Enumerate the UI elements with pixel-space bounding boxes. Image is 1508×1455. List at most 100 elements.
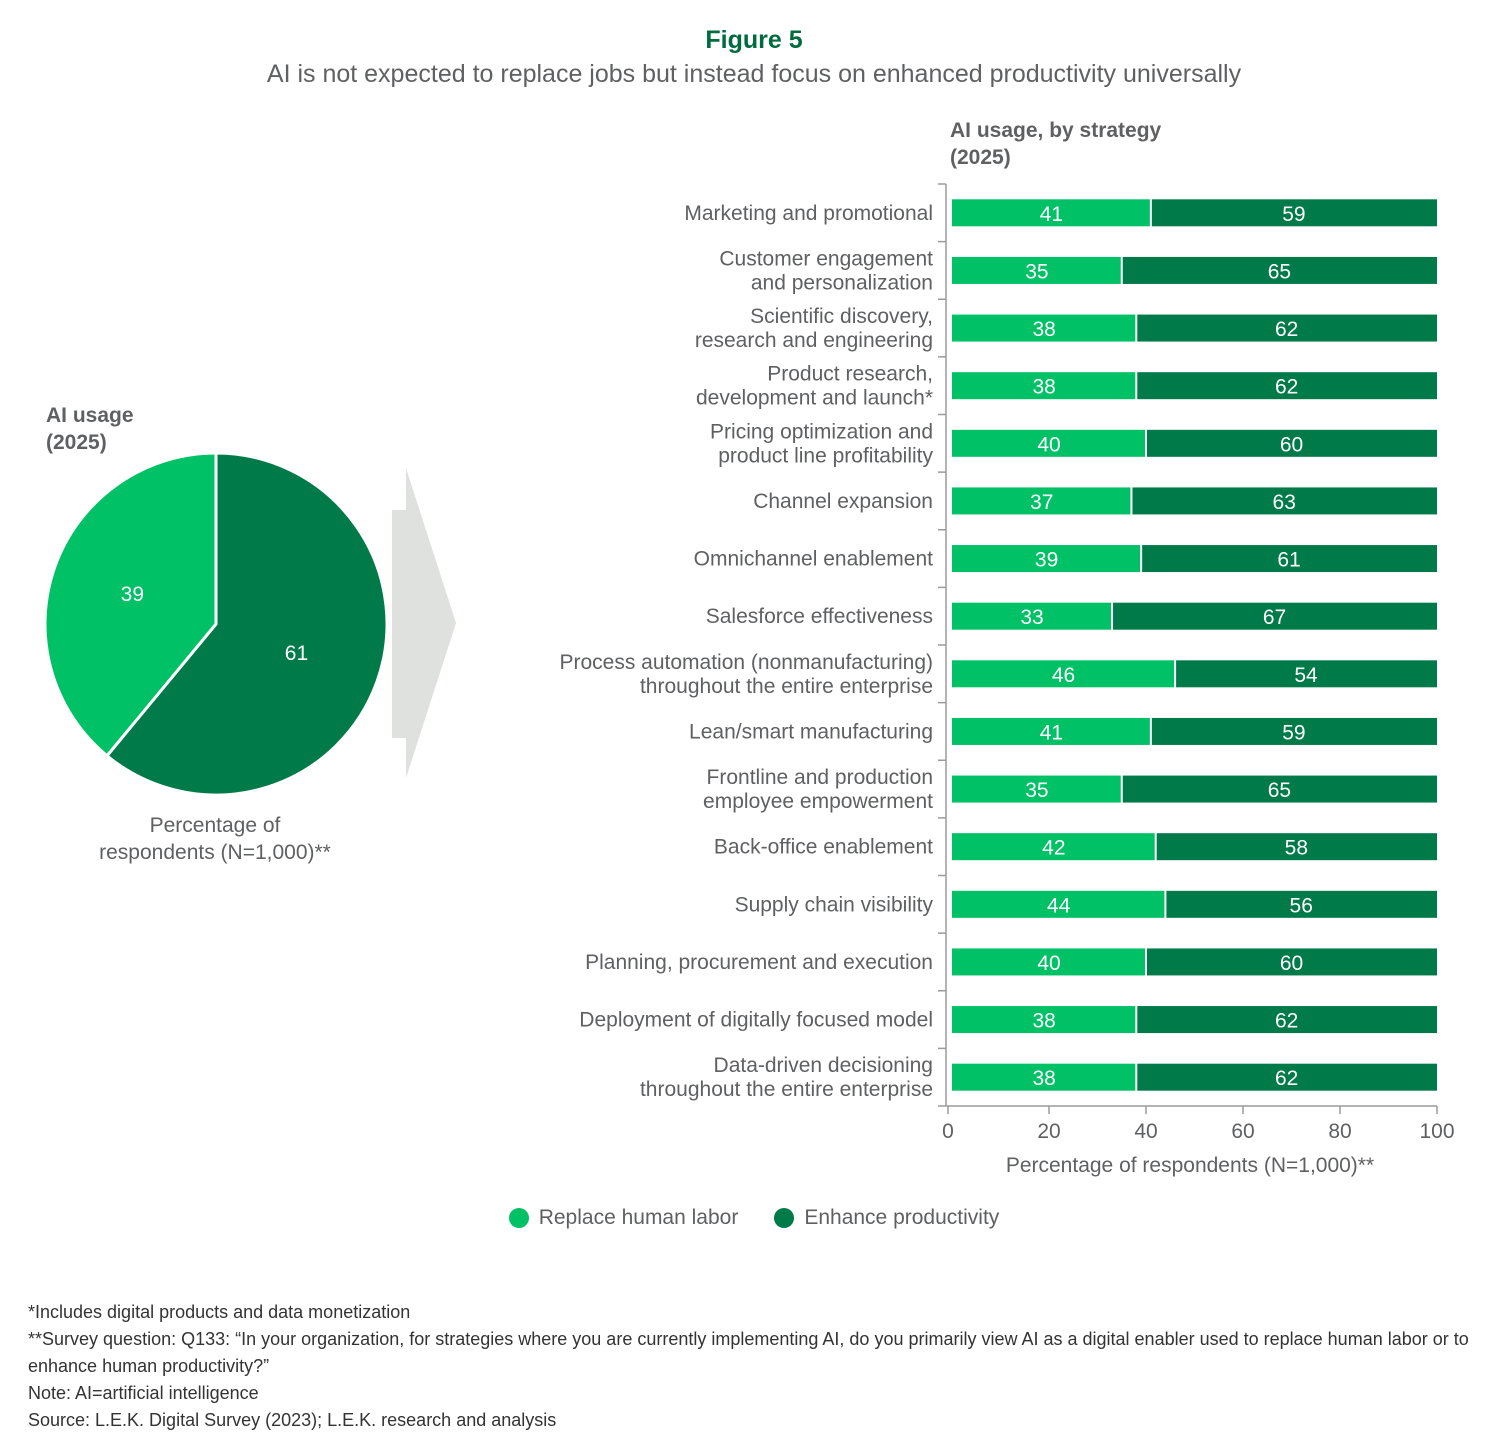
bar-value-label-replace: 37: [1030, 491, 1053, 514]
category-label: Customer engagement: [719, 247, 933, 270]
x-tick-label: 20: [1037, 1120, 1060, 1143]
category-label: Omnichannel enablement: [694, 548, 933, 571]
category-label: Process automation (nonmanufacturing): [559, 651, 933, 674]
footnote-2: **Survey question: Q133: “In your organi…: [28, 1329, 1469, 1376]
bar-replace: [952, 602, 1112, 630]
legend-swatch-replace: [508, 1208, 529, 1228]
bar-enhance: [1147, 948, 1437, 976]
bar-value-label-replace: 41: [1040, 721, 1063, 744]
pie-axis-label: Percentage of respondents (N=1,000)**: [30, 812, 400, 866]
bar-replace: [952, 660, 1175, 688]
bar-value-label-replace: 33: [1020, 606, 1043, 629]
category-label: product line profitability: [718, 444, 933, 467]
bar-enhance: [1113, 602, 1437, 630]
legend: Replace human labor Enhance productivity: [0, 1206, 1508, 1230]
bar-chart-title: AI usage, by strategy (2025): [950, 117, 1161, 171]
bar-title-line-2: (2025): [950, 146, 1011, 169]
footnotes: *Includes digital products and data mone…: [28, 1299, 1488, 1434]
category-label: and personalization: [751, 271, 933, 294]
bar-enhance: [1176, 660, 1437, 688]
bar-value-label-replace: 38: [1032, 1067, 1055, 1090]
x-axis-title: Percentage of respondents (N=1,000)**: [1005, 1154, 1375, 1177]
bar-value-label-replace: 42: [1042, 837, 1065, 860]
bar-enhance: [1122, 256, 1437, 284]
bar-value-label-replace: 41: [1040, 203, 1063, 226]
category-label: employee empowerment: [703, 790, 933, 813]
category-label: Salesforce effectiveness: [706, 605, 933, 628]
bar-enhance: [1132, 487, 1437, 515]
bar-enhance: [1142, 545, 1437, 573]
bar-value-label-enhance: 59: [1282, 721, 1305, 744]
pie-axis-label-line-2: respondents (N=1,000)**: [99, 841, 331, 864]
bar-replace: [952, 429, 1145, 457]
bar-value-label-enhance: 65: [1268, 779, 1291, 802]
legend-swatch-enhance: [774, 1208, 795, 1228]
bar-value-label-enhance: 56: [1290, 894, 1313, 917]
pie-title-line-2: (2025): [46, 431, 107, 454]
bar-value-label-enhance: 54: [1294, 664, 1318, 687]
bar-replace: [952, 487, 1131, 515]
footnote-1: *Includes digital products and data mone…: [28, 1302, 411, 1322]
bar-replace: [952, 833, 1155, 861]
bar-value-label-replace: 38: [1032, 376, 1055, 399]
bar-replace: [952, 948, 1145, 976]
category-label: research and engineering: [695, 329, 933, 352]
bar-value-label-enhance: 58: [1285, 837, 1308, 860]
bar-value-label-replace: 35: [1025, 260, 1048, 283]
transition-arrow: [392, 468, 456, 778]
bar-enhance: [1137, 1063, 1437, 1091]
x-tick-label: 80: [1328, 1120, 1351, 1143]
legend-label-enhance: Enhance productivity: [804, 1206, 1000, 1229]
bar-enhance: [1166, 890, 1437, 918]
pie-chart-title: AI usage (2025): [46, 402, 134, 456]
bar-replace: [952, 545, 1141, 573]
bar-value-label-enhance: 62: [1275, 318, 1298, 341]
category-label: Data-driven decisioning: [714, 1054, 933, 1077]
x-tick-label: 60: [1231, 1120, 1254, 1143]
bar-enhance: [1137, 372, 1437, 400]
bar-enhance: [1147, 429, 1437, 457]
bar-value-label-enhance: 67: [1263, 606, 1286, 629]
figure-label: Figure 5: [705, 26, 803, 54]
x-tick-label: 40: [1134, 1120, 1157, 1143]
bar-value-label-replace: 46: [1052, 664, 1075, 687]
bar-value-label-replace: 40: [1037, 433, 1060, 456]
category-label: throughout the entire enterprise: [640, 675, 933, 698]
bar-value-label-replace: 39: [1035, 549, 1058, 572]
bar-replace: [952, 717, 1150, 745]
bar-title-line-1: AI usage, by strategy: [950, 119, 1162, 142]
bar-replace: [952, 775, 1121, 803]
bar-value-label-replace: 44: [1047, 894, 1071, 917]
bar-replace: [952, 372, 1136, 400]
category-label: Scientific discovery,: [750, 305, 933, 328]
pie-axis-label-line-1: Percentage of: [149, 814, 281, 837]
bar-enhance: [1122, 775, 1437, 803]
x-tick-label: 100: [1419, 1120, 1454, 1143]
category-label: development and launch*: [696, 387, 933, 410]
chart-canvas: 61 39 0 20 40 60 80 100 Marketing and promotiona…: [43, 183, 1455, 1143]
bar-value-label-replace: 35: [1025, 779, 1048, 802]
bar-replace: [952, 890, 1165, 918]
pie-title-line-1: AI usage: [46, 404, 134, 427]
legend-label-replace: Replace human labor: [538, 1206, 739, 1229]
footnote-4: Source: L.E.K. Digital Survey (2023); L.…: [28, 1410, 557, 1430]
pie-slice-enhance: [104, 451, 389, 797]
bar-value-label-enhance: 60: [1280, 433, 1303, 456]
bar-value-label-enhance: 60: [1280, 952, 1303, 975]
bar-replace: [952, 256, 1121, 284]
category-label: Pricing optimization and: [710, 420, 933, 443]
category-label: Channel expansion: [753, 490, 933, 513]
bar-value-label-enhance: 59: [1282, 203, 1305, 226]
bar-enhance: [1137, 314, 1437, 342]
x-tick-label: 0: [942, 1120, 954, 1143]
bar-enhance: [1151, 717, 1437, 745]
figure-subtitle: AI is not expected to replace jobs but i…: [266, 60, 1242, 88]
bar-value-label-replace: 40: [1037, 952, 1060, 975]
bar-value-label-replace: 38: [1032, 318, 1055, 341]
category-label: throughout the entire enterprise: [640, 1078, 933, 1101]
bar-enhance: [1137, 1006, 1437, 1034]
bar-replace: [952, 1063, 1136, 1091]
bar-value-label-enhance: 65: [1268, 260, 1291, 283]
bar-replace: [952, 314, 1136, 342]
category-label: Product research,: [767, 363, 933, 386]
